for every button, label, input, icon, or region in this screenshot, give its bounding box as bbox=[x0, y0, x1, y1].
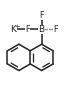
Text: +: + bbox=[14, 24, 19, 30]
Text: F: F bbox=[39, 11, 44, 20]
Text: F: F bbox=[53, 25, 58, 34]
Text: B: B bbox=[39, 25, 45, 34]
Text: K: K bbox=[11, 25, 16, 34]
Text: F: F bbox=[26, 25, 30, 34]
